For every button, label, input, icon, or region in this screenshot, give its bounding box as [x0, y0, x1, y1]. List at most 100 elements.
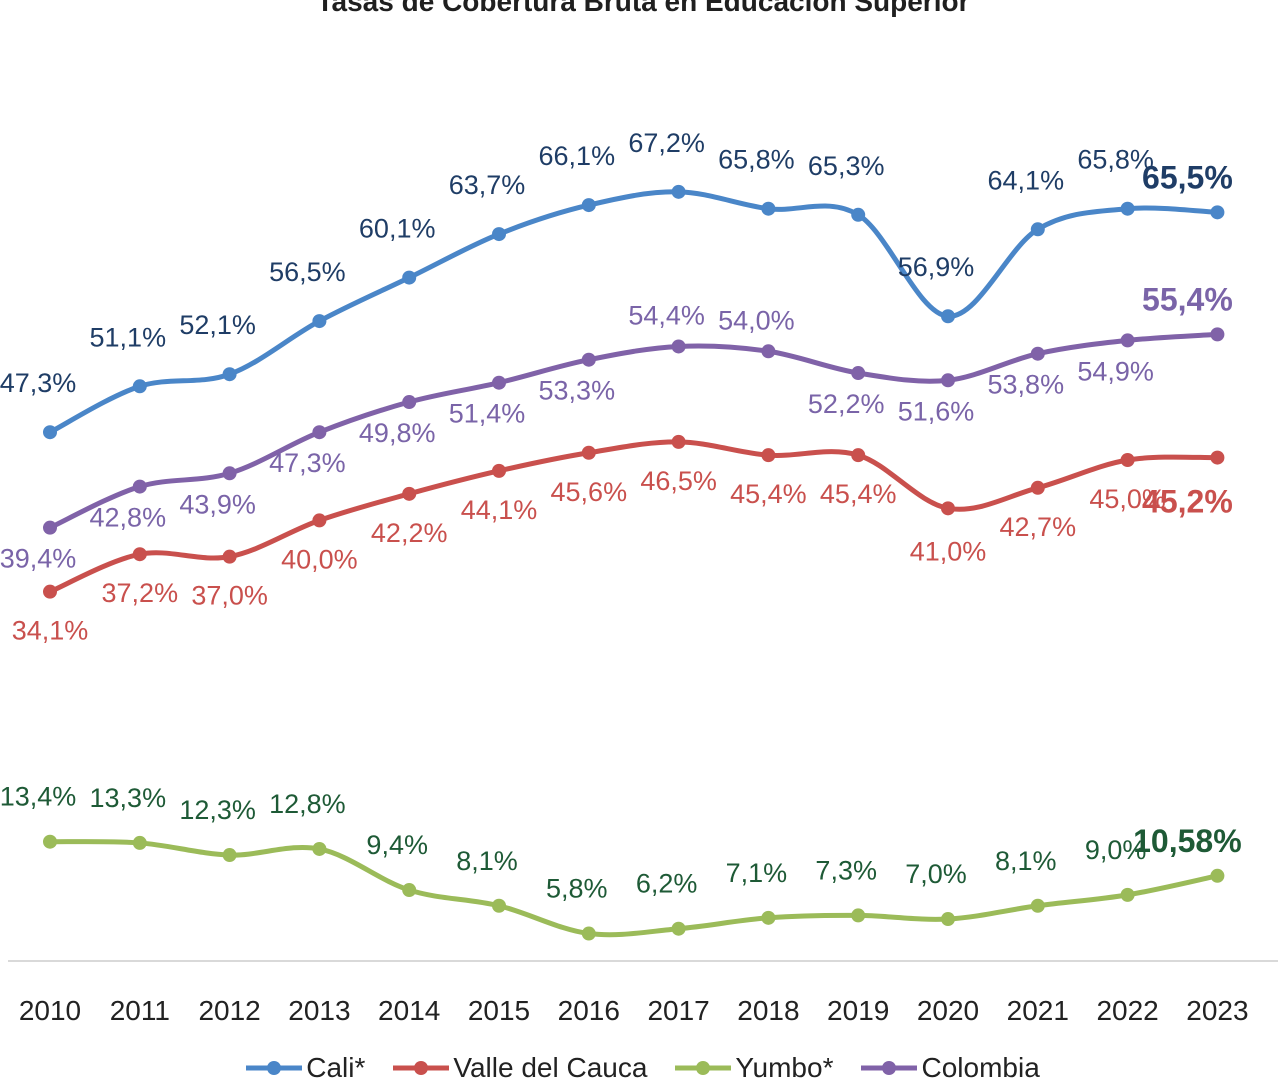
data-point-colombia-2019[interactable]	[851, 366, 866, 381]
data-point-cali-2023[interactable]	[1210, 205, 1225, 220]
x-tick-label-2022: 2022	[1096, 995, 1158, 1026]
data-point-colombia-2020[interactable]	[941, 373, 955, 388]
data-point-valle-del-cauca-2013[interactable]	[312, 513, 327, 528]
data-point-colombia-2021[interactable]	[1030, 346, 1045, 361]
legend: Cali* Valle del Cauca Yumbo* Colombia	[0, 1052, 1286, 1084]
legend-item-yumbo[interactable]: Yumbo*	[675, 1052, 833, 1084]
data-label-colombia-2011: 42,8%	[90, 503, 167, 533]
data-label-colombia-2012: 43,9%	[179, 489, 256, 519]
data-point-colombia-2018[interactable]	[761, 344, 776, 359]
data-point-yumbo-2022[interactable]	[1120, 887, 1135, 902]
data-label-colombia-2020: 51,6%	[898, 396, 975, 426]
data-point-valle-del-cauca-2018[interactable]	[761, 448, 776, 463]
legend-swatch-cali	[246, 1061, 303, 1075]
data-point-cali-2013[interactable]	[312, 314, 327, 329]
legend-swatch-valle-del-cauca	[393, 1061, 450, 1075]
x-tick-label-2015: 2015	[468, 995, 530, 1026]
data-point-yumbo-2016[interactable]	[581, 926, 596, 941]
data-point-valle-del-cauca-2021[interactable]	[1030, 480, 1045, 495]
data-point-colombia-2023[interactable]	[1210, 327, 1225, 342]
data-point-cali-2021[interactable]	[1030, 222, 1045, 237]
data-point-cali-2018[interactable]	[761, 201, 776, 216]
legend-marker-cali	[267, 1061, 282, 1075]
data-label-yumbo-2023: 10,58%	[1133, 823, 1242, 859]
data-label-colombia-2017: 54,4%	[628, 300, 705, 330]
legend-label-colombia: Colombia	[921, 1052, 1040, 1083]
data-point-cali-2020[interactable]	[941, 309, 955, 324]
data-point-cali-2014[interactable]	[402, 270, 417, 285]
data-point-yumbo-2019[interactable]	[851, 908, 866, 923]
data-point-yumbo-2011[interactable]	[132, 835, 147, 850]
data-point-yumbo-2017[interactable]	[671, 921, 686, 936]
x-tick-label-2020: 2020	[917, 995, 979, 1026]
legend-item-valle-del-cauca[interactable]: Valle del Cauca	[393, 1052, 647, 1084]
data-point-colombia-2017[interactable]	[671, 339, 686, 354]
data-label-yumbo-2017: 6,2%	[636, 869, 698, 899]
data-point-cali-2016[interactable]	[581, 198, 596, 213]
data-point-valle-del-cauca-2015[interactable]	[492, 463, 506, 478]
data-label-valle-del-cauca-2010: 34,1%	[12, 616, 89, 646]
data-point-yumbo-2010[interactable]	[43, 834, 57, 849]
data-label-colombia-2010: 39,4%	[0, 544, 76, 574]
data-point-yumbo-2012[interactable]	[222, 848, 237, 863]
data-point-yumbo-2021[interactable]	[1030, 898, 1045, 913]
data-point-colombia-2014[interactable]	[402, 395, 417, 410]
data-label-cali-2010: 47,3%	[0, 368, 76, 398]
legend-label-valle-del-cauca: Valle del Cauca	[453, 1052, 648, 1083]
data-point-yumbo-2014[interactable]	[402, 883, 417, 898]
data-point-colombia-2022[interactable]	[1120, 333, 1135, 348]
data-point-valle-del-cauca-2010[interactable]	[43, 584, 57, 599]
legend-label-yumbo: Yumbo*	[735, 1052, 834, 1083]
data-label-colombia-2014: 49,8%	[359, 418, 436, 448]
data-point-yumbo-2023[interactable]	[1210, 868, 1225, 883]
data-point-valle-del-cauca-2014[interactable]	[402, 486, 417, 501]
legend-label-cali: Cali*	[306, 1052, 366, 1083]
data-point-cali-2019[interactable]	[851, 207, 866, 222]
data-label-valle-del-cauca-2018: 45,4%	[730, 479, 807, 509]
legend-marker-yumbo	[696, 1061, 711, 1075]
data-point-yumbo-2018[interactable]	[761, 910, 776, 925]
data-label-valle-del-cauca-2021: 42,7%	[1000, 512, 1077, 542]
data-point-valle-del-cauca-2023[interactable]	[1210, 450, 1225, 465]
data-point-yumbo-2015[interactable]	[492, 898, 506, 913]
data-point-colombia-2015[interactable]	[492, 375, 506, 390]
data-point-cali-2010[interactable]	[43, 425, 57, 440]
data-point-cali-2017[interactable]	[671, 184, 686, 199]
series-line-yumbo	[47, 839, 1220, 938]
data-point-colombia-2010[interactable]	[43, 520, 57, 535]
data-point-valle-del-cauca-2012[interactable]	[222, 549, 237, 564]
data-point-colombia-2016[interactable]	[581, 352, 596, 367]
data-point-colombia-2013[interactable]	[312, 425, 327, 440]
data-point-cali-2015[interactable]	[492, 227, 506, 242]
x-tick-label-2011: 2011	[110, 995, 170, 1026]
data-label-cali-2018: 65,8%	[718, 145, 795, 175]
data-point-yumbo-2013[interactable]	[312, 841, 327, 856]
data-point-valle-del-cauca-2011[interactable]	[132, 547, 147, 562]
legend-item-colombia[interactable]: Colombia	[861, 1052, 1040, 1084]
data-point-cali-2022[interactable]	[1120, 201, 1135, 216]
legend-swatch-yumbo	[675, 1061, 732, 1075]
data-label-colombia-2019: 52,2%	[808, 389, 885, 419]
legend-item-cali[interactable]: Cali*	[246, 1052, 365, 1084]
legend-marker-valle-del-cauca	[414, 1061, 429, 1075]
x-tick-label-2012: 2012	[198, 995, 260, 1026]
data-point-yumbo-2020[interactable]	[941, 912, 955, 927]
data-label-cali-2020: 56,9%	[898, 252, 975, 282]
data-label-valle-del-cauca-2012: 37,0%	[191, 581, 268, 611]
data-point-valle-del-cauca-2022[interactable]	[1120, 453, 1135, 467]
data-point-valle-del-cauca-2017[interactable]	[671, 434, 686, 449]
x-tick-label-2018: 2018	[737, 995, 799, 1026]
x-tick-label-2014: 2014	[378, 995, 440, 1026]
data-label-valle-del-cauca-2022: 45,0%	[1089, 484, 1166, 514]
data-label-valle-del-cauca-2020: 41,0%	[910, 536, 987, 566]
data-label-cali-2019: 65,3%	[808, 151, 885, 181]
data-point-cali-2012[interactable]	[222, 367, 237, 382]
data-point-valle-del-cauca-2020[interactable]	[941, 501, 955, 516]
x-tick-label-2021: 2021	[1007, 995, 1069, 1026]
data-point-valle-del-cauca-2016[interactable]	[581, 445, 596, 460]
data-point-cali-2011[interactable]	[132, 379, 147, 394]
data-point-colombia-2012[interactable]	[222, 466, 237, 481]
data-point-colombia-2011[interactable]	[132, 479, 147, 494]
data-label-colombia-2016: 53,3%	[539, 376, 616, 406]
data-point-valle-del-cauca-2019[interactable]	[851, 448, 866, 463]
